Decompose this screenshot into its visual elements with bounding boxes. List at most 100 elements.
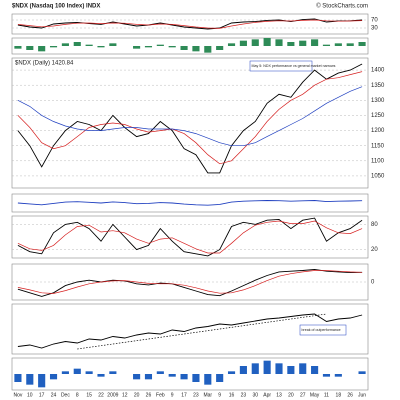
histogram-bar xyxy=(49,46,58,48)
x-tick-label: 17 xyxy=(181,392,187,398)
histogram-bar xyxy=(97,374,105,377)
histogram-bar xyxy=(133,374,141,380)
y-tick-label: 1300 xyxy=(371,98,385,104)
histogram-bar xyxy=(204,374,212,385)
x-tick-label: 17 xyxy=(39,392,45,398)
histogram-bar xyxy=(61,371,69,374)
x-tick-label: 26 xyxy=(347,392,353,398)
histogram-bar xyxy=(14,374,22,382)
x-tick-label: 9 xyxy=(218,392,221,398)
histogram-bar xyxy=(26,46,34,50)
panel-title: $NDX (Daily) 1420.84 xyxy=(15,61,74,67)
histogram-bar xyxy=(204,46,212,53)
y-tick-label: 1050 xyxy=(371,173,385,179)
x-tick-label: 16 xyxy=(229,392,235,398)
histogram-bar xyxy=(192,374,200,382)
series-line xyxy=(17,200,363,206)
y-tick-label: 20 xyxy=(371,247,378,253)
histogram-bar xyxy=(168,46,176,48)
x-tick-label: 11 xyxy=(324,392,329,398)
histogram-bar xyxy=(38,374,46,388)
annotation: break of outperformance xyxy=(302,328,341,332)
histogram-bar xyxy=(263,38,271,46)
y-tick-label: 80 xyxy=(371,222,378,228)
x-tick-label: 27 xyxy=(300,392,306,398)
histogram-bar xyxy=(38,46,46,52)
histogram-bar xyxy=(109,43,117,46)
x-tick-label: May xyxy=(310,392,320,398)
y-tick-label: 1400 xyxy=(371,68,385,74)
histogram-bar xyxy=(85,371,93,374)
histogram-bar xyxy=(168,374,176,377)
x-tick-label: 18 xyxy=(336,392,342,398)
panel-frame xyxy=(11,215,369,259)
histogram-bar xyxy=(180,46,188,50)
histogram-bar xyxy=(144,374,153,380)
histogram-bar xyxy=(311,39,319,46)
histogram-bar xyxy=(61,43,69,46)
series-line xyxy=(17,270,363,294)
histogram-bar xyxy=(239,40,247,46)
histogram-bar xyxy=(73,368,81,374)
histogram-bar xyxy=(216,46,224,50)
histogram-bar xyxy=(251,39,259,46)
panel-frame xyxy=(11,357,369,391)
histogram-bar xyxy=(287,366,295,374)
histogram-bar xyxy=(180,374,188,380)
histogram-bar xyxy=(287,42,295,46)
histogram-bar xyxy=(358,371,366,374)
histogram-bar xyxy=(275,363,283,374)
y-tick-label: 1150 xyxy=(371,143,385,149)
series-line xyxy=(17,217,363,257)
series-line xyxy=(17,86,363,147)
x-tick-label: 23 xyxy=(193,392,199,398)
histogram-bar xyxy=(334,43,342,46)
series-line xyxy=(17,19,363,29)
histogram-bar xyxy=(156,44,164,46)
x-tick-label: 20 xyxy=(288,392,294,398)
histogram-bar xyxy=(251,363,259,374)
x-tick-label: 24 xyxy=(51,392,57,398)
x-tick-label: 23 xyxy=(241,392,247,398)
histogram-bar xyxy=(299,40,307,46)
x-tick-label: Mar xyxy=(203,392,212,398)
x-tick-label: 30 xyxy=(252,392,258,398)
series-line xyxy=(17,18,363,30)
x-tick-label: Jun xyxy=(358,392,366,398)
histogram-bar xyxy=(85,44,93,46)
histogram-bar xyxy=(275,39,283,46)
x-tick-label: 12 xyxy=(122,392,128,398)
histogram-bar xyxy=(97,46,105,48)
histogram-bar xyxy=(239,366,247,374)
histogram-bar xyxy=(156,371,164,374)
x-tick-label: 20 xyxy=(134,392,140,398)
x-tick-label: Feb xyxy=(156,392,165,398)
series-line xyxy=(17,220,363,254)
histogram-bar xyxy=(263,360,271,374)
histogram-bar xyxy=(358,42,366,46)
histogram-bar xyxy=(227,371,236,374)
x-tick-label: Apr xyxy=(263,392,271,398)
histogram-bar xyxy=(26,374,34,385)
y-tick-label: 1350 xyxy=(371,83,385,89)
y-tick-label: 1200 xyxy=(371,128,385,134)
histogram-bar xyxy=(109,371,117,374)
watermark: © StockCharts.com xyxy=(316,3,368,10)
panel-frame xyxy=(11,193,369,213)
x-tick-label: 13 xyxy=(276,392,282,398)
series-line xyxy=(17,63,363,174)
series-line xyxy=(17,268,363,297)
histogram-bar xyxy=(133,46,141,49)
histogram-bar xyxy=(322,374,331,377)
y-tick-label: 1100 xyxy=(371,158,385,164)
histogram-bar xyxy=(322,44,331,46)
histogram-bar xyxy=(299,363,307,374)
histogram-bar xyxy=(49,374,58,380)
x-tick-label: 26 xyxy=(146,392,152,398)
x-tick-label: 9 xyxy=(171,392,174,398)
panel-frame xyxy=(11,57,369,189)
x-tick-label: 15 xyxy=(86,392,92,398)
x-tick-label: Dec xyxy=(61,392,70,398)
x-tick-label: 22 xyxy=(98,392,104,398)
annotation-box xyxy=(299,324,347,336)
